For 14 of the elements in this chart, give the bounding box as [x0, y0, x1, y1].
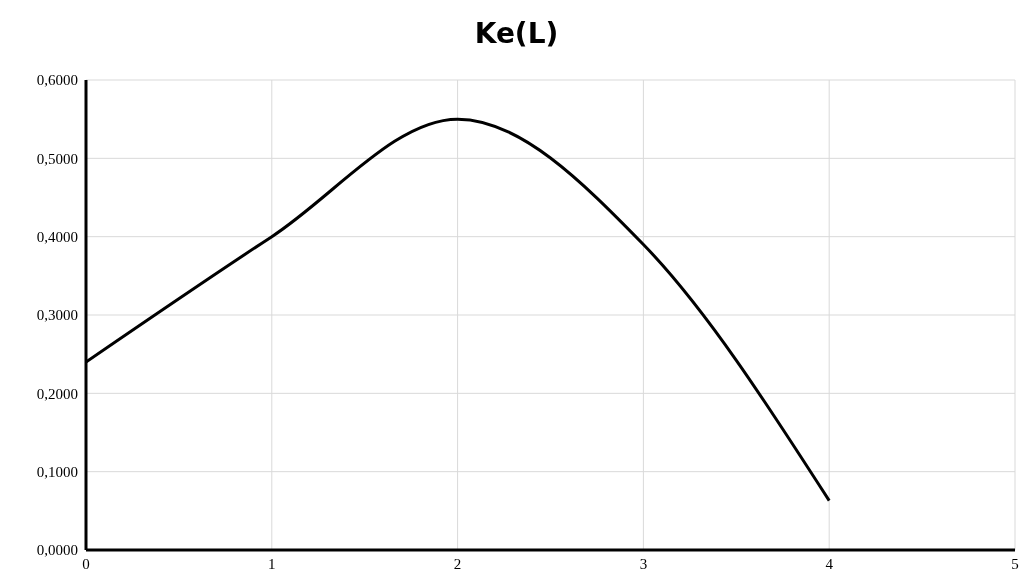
y-tick-label: 0,3000 — [36, 307, 78, 324]
x-tick-label: 1 — [268, 555, 276, 572]
y-tick-label: 0,5000 — [36, 150, 78, 167]
x-tick-label: 3 — [639, 555, 648, 572]
y-tick-label: 0,1000 — [36, 463, 78, 480]
x-tick-label: 4 — [825, 555, 834, 572]
y-tick-label: 0,2000 — [36, 385, 78, 402]
x-tick-label: 5 — [1011, 555, 1019, 572]
y-tick-label: 0,4000 — [36, 228, 78, 245]
x-tick-label: 0 — [82, 555, 90, 572]
chart-title: Ke(L) — [473, 16, 560, 52]
y-tick-label: 0,6000 — [36, 72, 78, 89]
y-tick-label: 0,0000 — [36, 542, 78, 559]
x-tick-label: 2 — [453, 555, 462, 572]
